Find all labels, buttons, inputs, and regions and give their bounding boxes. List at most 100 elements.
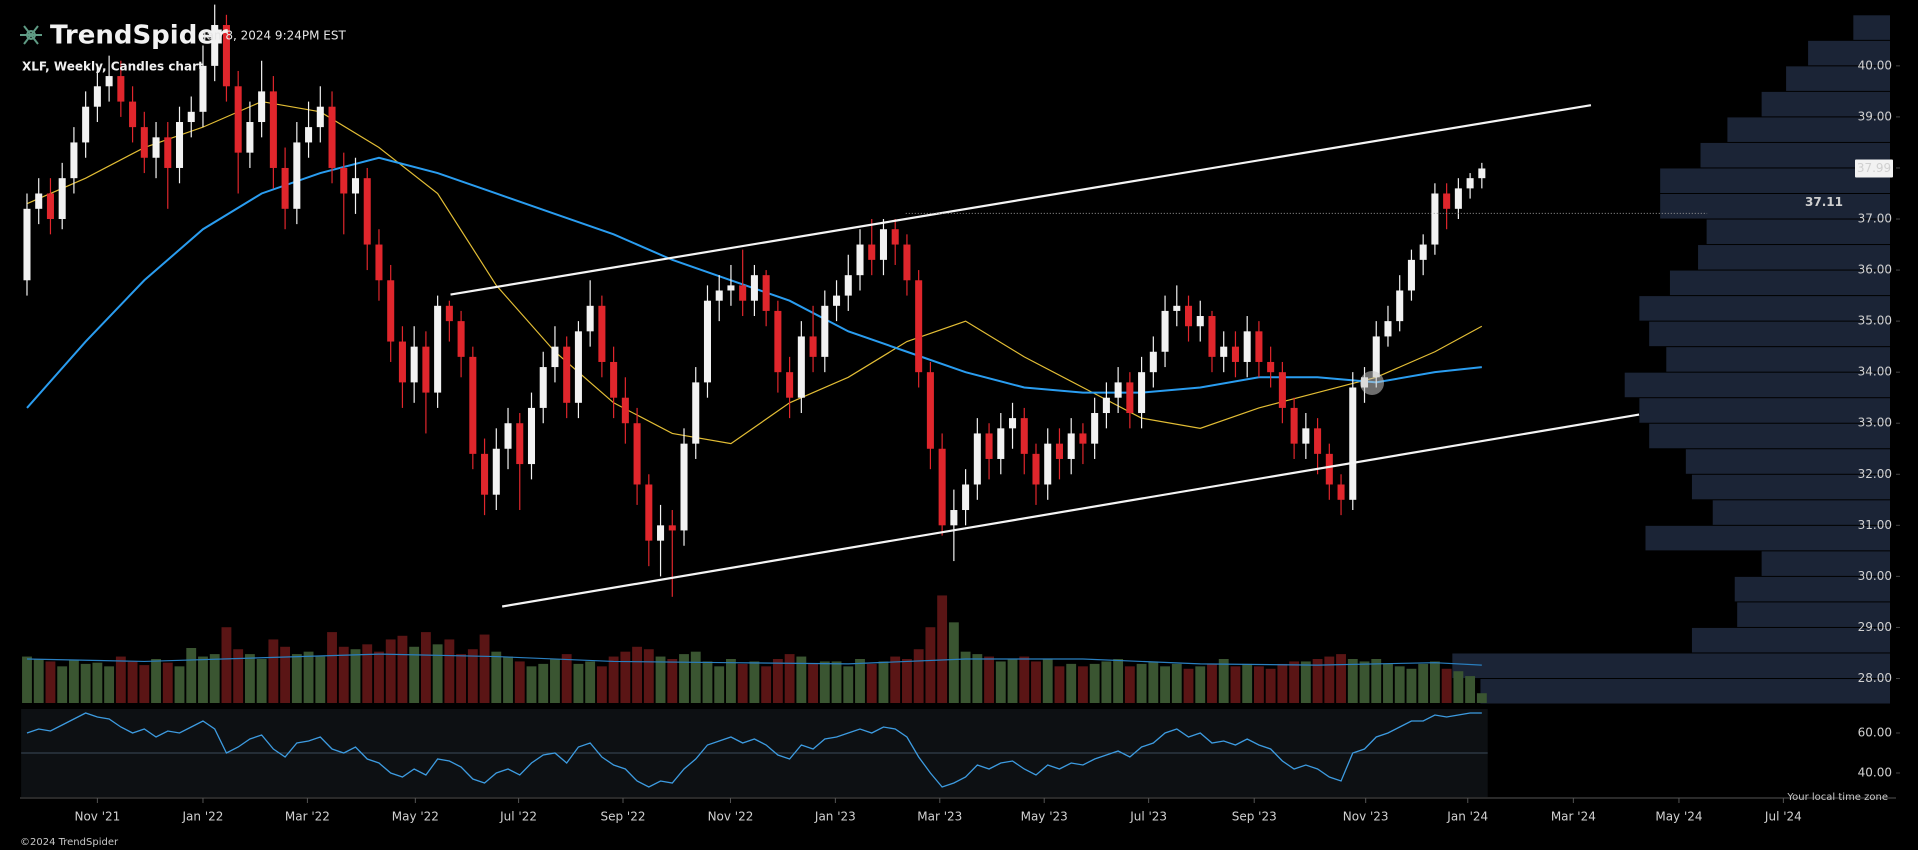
volume-bar <box>33 659 44 703</box>
candle-body <box>703 300 711 383</box>
candle-body <box>58 178 66 220</box>
candle-body <box>668 525 676 531</box>
volume-bar <box>409 646 420 703</box>
volume-bar <box>1207 663 1217 703</box>
volume-bar <box>1077 666 1088 703</box>
moving-average-line <box>26 156 1482 409</box>
profile-bar <box>1669 270 1890 296</box>
profile-bar <box>1645 525 1890 551</box>
rsi-tick-label: 60.00 <box>1858 726 1892 740</box>
candle-body <box>938 448 946 526</box>
candle-body <box>445 305 453 322</box>
volume-bar <box>702 661 713 703</box>
profile-bar <box>1691 627 1890 653</box>
volume-bar <box>221 627 232 703</box>
candle-body <box>258 91 266 123</box>
volume-bar <box>749 661 760 703</box>
volume-bar <box>1453 671 1464 703</box>
candle-body <box>809 336 817 357</box>
volume-bar <box>714 666 725 703</box>
volume-bar <box>995 661 1006 703</box>
volume-bar <box>1148 661 1159 703</box>
volume-bar <box>596 666 607 703</box>
brand: TrendSpider <box>50 21 228 51</box>
candle-body <box>1278 372 1286 408</box>
volume-bar <box>620 651 631 703</box>
profile-bar <box>1639 296 1890 321</box>
volume-bar <box>585 661 596 703</box>
candle-body <box>1114 382 1122 398</box>
profile-bar <box>1727 117 1890 142</box>
volume-bar <box>866 663 877 703</box>
candle-body <box>1478 168 1486 179</box>
y-tick-label: 39.00 <box>1858 109 1892 123</box>
volume-bar <box>772 659 783 703</box>
candle-body <box>1302 428 1310 444</box>
candle-body <box>387 280 395 342</box>
volume-bar <box>233 649 244 703</box>
volume-bar <box>327 632 337 703</box>
volume-bar <box>57 666 68 703</box>
candle-body <box>23 208 31 281</box>
volume-bar <box>679 654 689 703</box>
profile-bar <box>1737 602 1890 627</box>
x-tick-label: Sep '22 <box>601 810 646 824</box>
volume-bar <box>1136 663 1147 703</box>
profile-bar <box>1706 219 1890 245</box>
volume-bar <box>456 654 467 703</box>
candle-body <box>633 423 641 485</box>
volume-bar <box>796 656 807 703</box>
volume-bar <box>831 661 842 703</box>
candle-body <box>340 167 348 194</box>
candle-body <box>1020 418 1028 454</box>
y-tick-label: 36.00 <box>1858 263 1892 277</box>
volume-bar <box>186 648 197 703</box>
volume-bar <box>198 656 208 703</box>
volume-bar <box>444 639 455 703</box>
x-tick-label: May '23 <box>1021 810 1068 824</box>
candle-body <box>1032 453 1040 485</box>
y-tick-label: 35.00 <box>1858 314 1892 328</box>
candle-body <box>692 382 700 444</box>
profile-bar <box>1808 40 1890 66</box>
profile-bar <box>1786 66 1890 91</box>
candle-body <box>891 229 899 245</box>
volume-bar <box>1031 661 1041 703</box>
volume-bar <box>209 654 220 703</box>
candle-body <box>1126 382 1134 414</box>
candle-body <box>1149 351 1157 373</box>
volume-bar <box>1171 663 1182 703</box>
volume-bar <box>526 666 537 703</box>
volume-bar <box>315 656 326 703</box>
volume-bar <box>68 660 79 703</box>
volume-bar <box>726 659 736 703</box>
volume-bar <box>151 659 161 703</box>
candle-body <box>281 167 289 209</box>
volume-bar <box>350 649 361 703</box>
volume-bar <box>1242 663 1253 703</box>
volume-bar <box>1277 663 1288 703</box>
candle-body <box>586 305 594 332</box>
volume-bar <box>92 662 103 703</box>
candle-body <box>915 280 923 373</box>
candle-body <box>973 433 981 485</box>
profile-bar <box>1660 168 1890 193</box>
candle-body <box>398 341 406 383</box>
candle-body <box>1337 484 1345 500</box>
volume-bar <box>925 627 936 703</box>
x-tick-label: Mar '24 <box>1551 810 1596 824</box>
volume-bar <box>503 656 513 703</box>
candle-body <box>1185 305 1193 327</box>
volume-bar <box>561 654 572 703</box>
volume-bar <box>420 632 431 703</box>
candle-body <box>903 244 911 281</box>
volume-bar <box>1113 659 1124 703</box>
candle-body <box>481 453 489 495</box>
candle-body <box>46 193 54 220</box>
x-tick-label: Mar '23 <box>917 810 962 824</box>
candle-body <box>1267 361 1275 373</box>
candle-body <box>833 295 841 306</box>
candle-body <box>1138 372 1146 414</box>
volume-bar <box>1007 659 1018 703</box>
candle-body <box>1231 346 1239 362</box>
